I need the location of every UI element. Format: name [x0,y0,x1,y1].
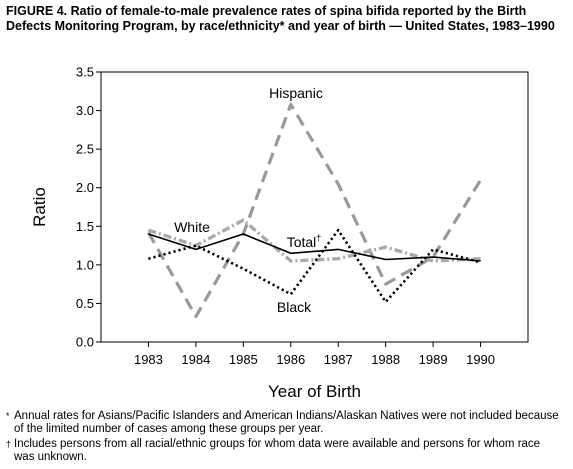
x-tick-label: 1986 [276,352,305,367]
footnote-asterisk: * Annual rates for Asians/Pacific Islande… [6,410,566,435]
chart-axes: 0.0 0.5 1.0 1.5 2.0 2.5 3.0 3.5 1983 1984 1985 1986… [30,65,529,401]
y-tick-label: 1.5 [76,219,94,234]
y-tick-label: 0.5 [76,296,94,311]
y-tick-label: 3.0 [76,103,94,118]
x-axis-label: Year of Birth [268,382,361,401]
plot-frame [100,71,529,343]
footnote-mark: * [6,411,10,421]
footnote-text: Includes persons from all racial/ethnic … [14,438,541,463]
series-line-total [148,233,481,262]
series-label-hispanic: Hispanic [269,85,323,101]
chart-series [147,102,482,319]
x-tick-label: 1990 [466,352,495,367]
y-tick-label: 0.0 [76,335,94,350]
x-tick-label: 1984 [181,352,210,367]
footnote-text: Annual rates for Asians/Pacific Islander… [14,410,559,435]
series-label-white: White [174,219,210,235]
y-axis-label: Ratio [30,187,49,227]
x-tick-label: 1985 [229,352,258,367]
y-tick-label: 3.5 [76,65,94,80]
x-tick-label: 1987 [324,352,353,367]
y-tick-label: 2.0 [76,180,94,195]
series-label-black: Black [277,299,312,315]
series-label-total: Total† [287,233,322,250]
x-tick-label: 1988 [371,352,400,367]
series-line-hispanic [147,102,482,319]
series-labels: Hispanic White Black Total† [174,85,323,315]
y-tick-label: 2.5 [76,142,94,157]
footnote-dagger: † Includes persons from all racial/ethnic… [6,438,566,463]
footnote-mark: † [6,439,12,449]
x-tick-label: 1989 [419,352,448,367]
x-tick-label: 1983 [134,352,163,367]
figure-title: FIGURE 4. Ratio of female-to-male preval… [6,4,555,33]
y-tick-label: 1.0 [76,257,94,272]
